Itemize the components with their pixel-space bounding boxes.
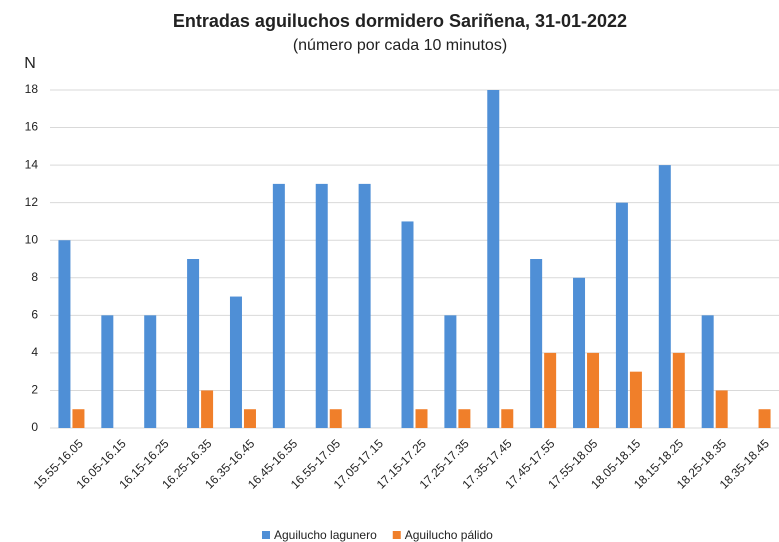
y-tick-label: 4: [31, 345, 38, 359]
legend-swatch: [392, 531, 401, 539]
bar: [101, 315, 114, 428]
y-tick-label: 10: [25, 232, 39, 246]
bar: [329, 409, 342, 428]
bar: [672, 352, 685, 428]
bar: [715, 390, 728, 428]
bar: [72, 409, 85, 428]
y-tick-label: 14: [25, 157, 39, 171]
y-tick-label: 12: [25, 195, 39, 209]
bar: [444, 315, 457, 428]
bar: [501, 409, 514, 428]
bar: [201, 390, 214, 428]
bar: [458, 409, 471, 428]
bar: [530, 259, 543, 428]
bar: [587, 352, 600, 428]
bar: [358, 183, 371, 428]
y-tick-label: 6: [31, 308, 38, 322]
bar: [187, 259, 200, 428]
bar: [315, 183, 328, 428]
y-tick-label: 0: [31, 420, 38, 434]
bar: [229, 296, 242, 428]
bar: [629, 371, 642, 428]
y-axis-label: N: [24, 55, 36, 72]
bar: [272, 183, 285, 428]
bar: [401, 221, 414, 428]
bar: [701, 315, 714, 428]
bar: [487, 90, 500, 428]
y-tick-label: 16: [25, 120, 39, 134]
legend-label: Aguilucho pálido: [405, 528, 493, 542]
bar: [758, 409, 771, 428]
bar: [415, 409, 428, 428]
bar: [658, 165, 671, 428]
legend-label: Aguilucho lagunero: [274, 528, 377, 542]
bar: [144, 315, 157, 428]
bar: [544, 352, 557, 428]
legend-swatch: [262, 531, 270, 539]
y-tick-label: 18: [25, 82, 39, 96]
chart-title: Entradas aguiluchos dormidero Sariñena, …: [173, 11, 627, 31]
y-tick-label: 2: [31, 383, 38, 397]
bar: [573, 277, 586, 428]
y-tick-label: 8: [31, 270, 38, 284]
chart-subtitle: (número por cada 10 minutos): [293, 37, 507, 54]
bar: [58, 240, 71, 428]
bar: [615, 202, 628, 428]
bar: [243, 409, 256, 428]
